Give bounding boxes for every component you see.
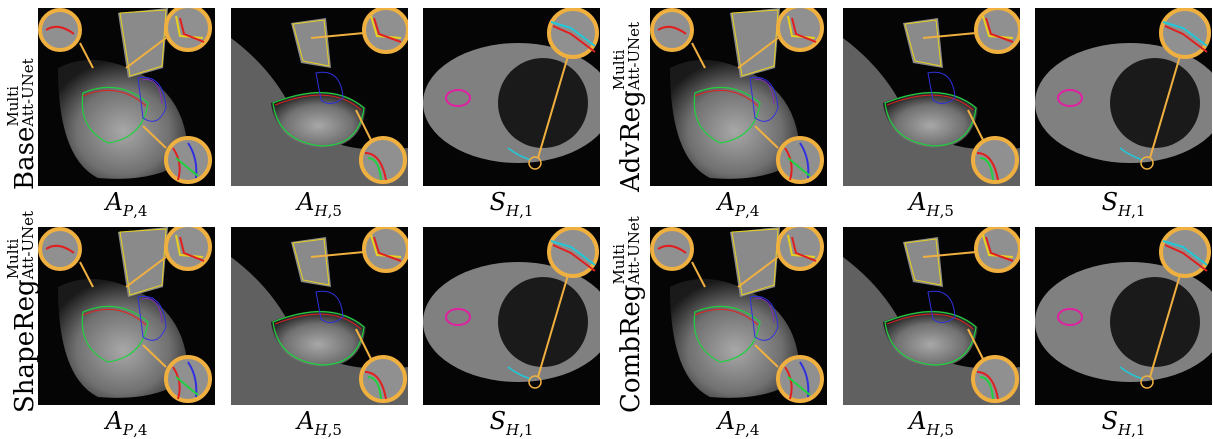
mri-image [1035,8,1212,186]
caption-3-3: SH,1 [422,407,602,439]
mri-image [650,8,827,186]
image-panel-1-1 [38,8,215,186]
mri-image [1035,227,1212,405]
image-panel-2-1 [650,8,827,186]
caption-1-3: SH,1 [422,188,602,220]
image-panel-1-2 [231,8,408,186]
caption-1-2: AH,5 [230,188,410,220]
mri-image [423,227,600,405]
caption-3-2: AH,5 [230,407,410,439]
caption-4-3: SH,1 [1034,407,1213,439]
mri-image [843,227,1020,405]
image-panel-4-3 [1035,227,1212,405]
mri-image [423,8,600,186]
image-panel-3-2 [231,227,408,405]
mri-image [843,8,1020,186]
caption-4-2: AH,5 [842,407,1022,439]
image-panel-3-3 [423,227,600,405]
image-panel-1-3 [423,8,600,186]
image-panel-2-2 [843,8,1020,186]
mri-image [231,8,408,186]
caption-2-3: SH,1 [1034,188,1213,220]
caption-2-2: AH,5 [842,188,1022,220]
caption-4-1: AP,4 [649,407,829,439]
image-panel-2-3 [1035,8,1212,186]
mri-image [231,227,408,405]
caption-2-1: AP,4 [649,188,829,220]
image-panel-4-2 [843,227,1020,405]
image-panel-4-1 [650,227,827,405]
mri-image [650,227,827,405]
mri-image [38,227,215,405]
caption-3-1: AP,4 [37,407,217,439]
image-panel-3-1 [38,227,215,405]
caption-1-1: AP,4 [37,188,217,220]
mri-image [38,8,215,186]
